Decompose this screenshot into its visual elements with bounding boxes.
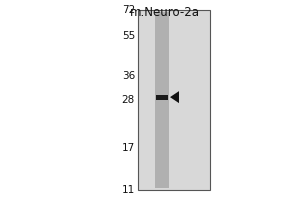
Bar [138,10,210,190]
Text: 72: 72 [122,5,135,15]
Text: 55: 55 [122,31,135,41]
Text: m.Neuro-2a: m.Neuro-2a [130,6,200,19]
Text: 17: 17 [122,143,135,153]
Bar [155,12,169,188]
Bar [156,95,168,100]
Polygon shape [170,91,179,103]
Text: 11: 11 [122,185,135,195]
Text: 28: 28 [122,95,135,105]
Text: 36: 36 [122,71,135,81]
